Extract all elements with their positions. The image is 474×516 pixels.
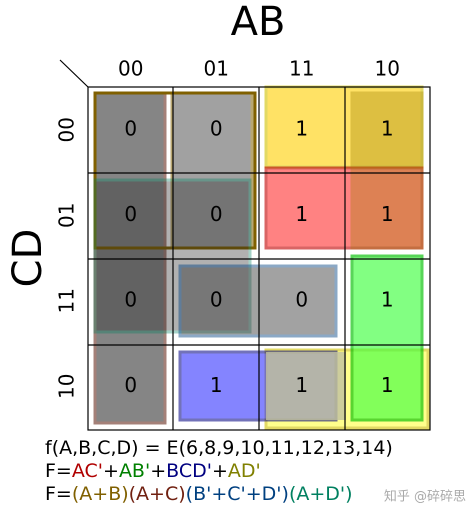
row-header: 00 bbox=[55, 117, 79, 142]
cell-value: 1 bbox=[381, 287, 394, 311]
equation-part: (A+B) bbox=[72, 483, 129, 505]
column-header: 00 bbox=[118, 57, 143, 81]
row-header: 11 bbox=[55, 288, 79, 313]
cell-value: 1 bbox=[381, 202, 394, 226]
cell-value: 0 bbox=[124, 116, 137, 140]
cell-value: 1 bbox=[295, 116, 308, 140]
row-variables: CD bbox=[5, 229, 51, 288]
equation-part: AD' bbox=[228, 460, 261, 482]
cell-value: 0 bbox=[124, 373, 137, 397]
column-header: 10 bbox=[375, 57, 400, 81]
cell-value: 0 bbox=[124, 287, 137, 311]
column-header: 11 bbox=[289, 57, 314, 81]
cell-value: 0 bbox=[210, 202, 223, 226]
equation-part: F= bbox=[45, 483, 72, 505]
equation: f(A,B,C,D) = E(6,8,9,10,11,12,13,14) bbox=[45, 437, 393, 459]
column-header: 01 bbox=[204, 57, 229, 81]
cell-value: 1 bbox=[295, 373, 308, 397]
equation-part: F= bbox=[45, 460, 72, 482]
equation-part: (A+D') bbox=[289, 483, 353, 505]
equation-part: AB' bbox=[119, 460, 150, 482]
equation-part: + bbox=[103, 460, 119, 482]
equation-part: AC' bbox=[72, 460, 103, 482]
cell-value: 1 bbox=[381, 116, 394, 140]
cell-value: 0 bbox=[295, 287, 308, 311]
equation: F=AC'+AB'+BCD'+AD' bbox=[45, 460, 261, 482]
equation-part: BCD' bbox=[166, 460, 212, 482]
cell-value: 1 bbox=[381, 373, 394, 397]
grid bbox=[59, 59, 431, 431]
equation-part: + bbox=[212, 460, 228, 482]
equation-part: + bbox=[150, 460, 166, 482]
equation-part: (B'+C'+D') bbox=[186, 483, 289, 505]
column-variables: AB bbox=[231, 0, 286, 45]
row-header: 10 bbox=[55, 374, 79, 399]
watermark: 知乎 @碎碎思 bbox=[384, 489, 466, 505]
equation: F=(A+B)(A+C)(B'+C'+D')(A+D') bbox=[45, 483, 353, 505]
row-header: 01 bbox=[55, 203, 79, 228]
cell-value: 1 bbox=[210, 373, 223, 397]
cell-value: 1 bbox=[295, 202, 308, 226]
cell-value: 0 bbox=[124, 202, 137, 226]
group-overlays bbox=[93, 85, 430, 430]
equation-part: (A+C) bbox=[129, 483, 186, 505]
cell-value: 0 bbox=[210, 116, 223, 140]
equation-part: f(A,B,C,D) = E(6,8,9,10,11,12,13,14) bbox=[45, 437, 393, 459]
cell-value: 0 bbox=[210, 287, 223, 311]
